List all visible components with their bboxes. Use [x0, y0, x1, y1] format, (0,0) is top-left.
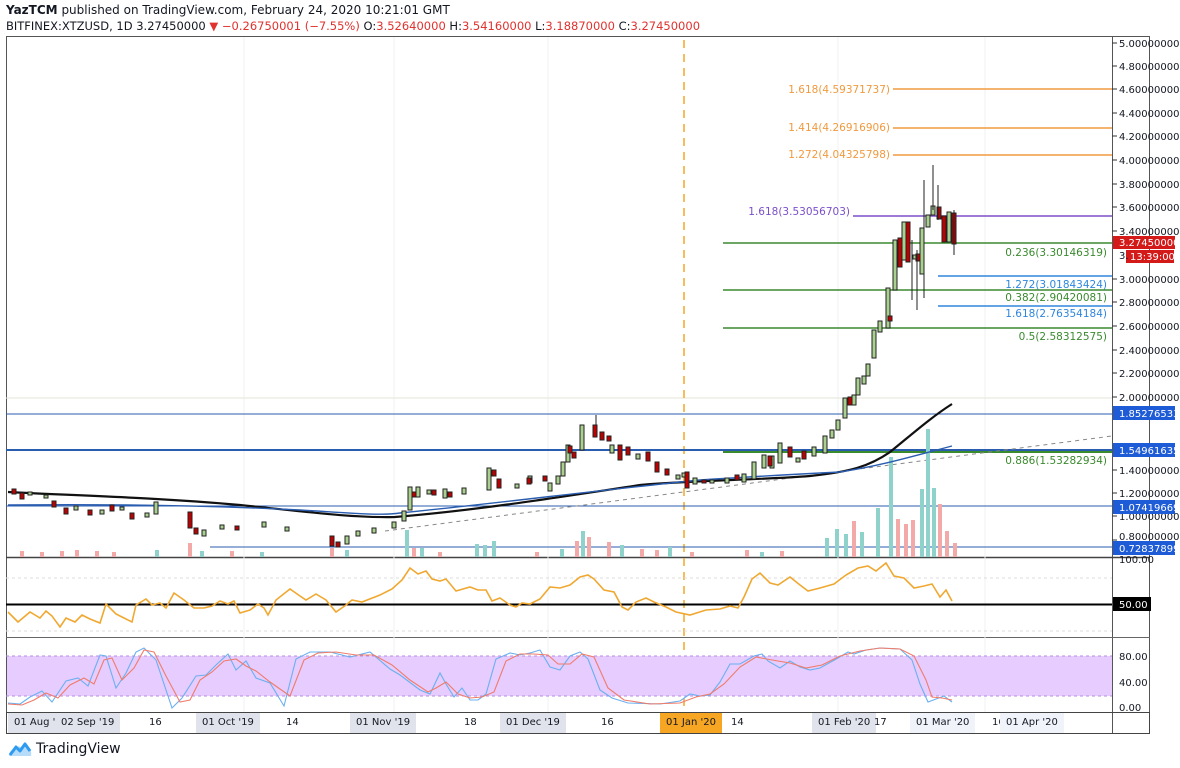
fib-extension-lines: [893, 88, 1112, 156]
blue-fib-1618-label: 1.618(2.76354184): [1005, 308, 1107, 320]
countdown-badge: [1126, 250, 1174, 263]
stoch-rsi-pane: 80.00 40.00 0.00: [6, 647, 1148, 714]
time-axis-label: 01 Mar '20: [910, 713, 976, 733]
price-tick: 4.20000000: [1119, 132, 1179, 143]
price-tick: 2.60000000: [1119, 322, 1179, 333]
level-badge-text: 0.72837899: [1119, 544, 1179, 555]
candlesticks: [11, 165, 957, 548]
price-tick: 4.00000000: [1119, 156, 1179, 167]
price-tick-partial: 3.: [1119, 251, 1129, 262]
rsi-pane: 100.00 50.00: [6, 555, 1154, 632]
price-tick: 1.00000000: [1119, 512, 1179, 523]
stoch-band: [7, 656, 1112, 696]
price-tick: 2.20000000: [1119, 369, 1179, 380]
blue-fib-1272-label: 1.272(3.01843424): [1005, 279, 1107, 291]
time-axis-label: 16: [601, 717, 614, 728]
close-value: 3.27450000: [630, 19, 701, 33]
blue-fib-lines: [938, 275, 1112, 307]
open-value: 3.52640000: [376, 19, 446, 33]
time-axis-label: 02 Sep '19: [55, 713, 121, 733]
price-tick: 0.80000000: [1119, 532, 1179, 543]
vertical-gridlines: [243, 37, 986, 712]
stoch-d-line: [7, 647, 953, 706]
fib-ext-1414-label: 1.414(4.26916906): [788, 122, 890, 134]
level-badge-text: 1.54961635: [1119, 446, 1179, 457]
fib-ext-1272-label: 1.272(4.04325798): [788, 149, 890, 161]
time-axis-label: 14: [731, 717, 744, 728]
time-axis-label: 14: [286, 717, 299, 728]
ma-black-line: [7, 403, 953, 519]
rsi-tick-100: 100.00: [1119, 555, 1154, 566]
publish-info: YazTCM published on TradingView.com, Feb…: [6, 3, 450, 17]
brand-name: TradingView: [36, 741, 121, 757]
time-axis-label: 01 Jan '20: [660, 713, 722, 733]
level-badge-text: 1.85276533: [1119, 409, 1179, 420]
price-tick: 5.00000000: [1119, 39, 1179, 50]
price-tick: 4.60000000: [1119, 85, 1179, 96]
high-label: H:: [449, 19, 462, 33]
level-badge: [1113, 406, 1175, 420]
rsi-line: [7, 561, 953, 629]
last-price-badge: [1113, 236, 1175, 249]
time-axis-label: 01 Oct '19: [196, 713, 260, 733]
time-axis-label: 01 Dec '19: [500, 713, 566, 733]
trendline: [384, 435, 1113, 532]
ma-blue-line: [7, 445, 953, 515]
time-axis-label: 18: [464, 717, 477, 728]
open-label: O:: [363, 19, 377, 33]
price-tick: 2.40000000: [1119, 346, 1179, 357]
stoch-tick-80: 80.00: [1119, 652, 1148, 663]
rsi-50-badge: [1113, 597, 1151, 611]
low-label: L:: [535, 19, 546, 33]
tradingview-cloud-icon: [8, 742, 32, 756]
stoch-tick-40: 40.00: [1119, 678, 1148, 689]
time-axis-label: 17: [874, 717, 887, 728]
level-badge: [1113, 541, 1175, 555]
price-tick: 4.80000000: [1119, 62, 1179, 73]
time-axis-label: 01 Apr '20: [1000, 713, 1064, 733]
fib-ext-1618-label: 1.618(4.59371737): [788, 84, 890, 96]
price-tick: 3.40000000: [1119, 227, 1179, 238]
price-tick: 1.20000000: [1119, 489, 1179, 500]
fib-ret-05-label: 0.5(2.58312575): [1019, 331, 1107, 343]
time-axis-label: 01 Nov '19: [350, 713, 417, 733]
change: ▼ −0.26750001 (−7.55%): [209, 19, 360, 33]
price-tick: 2.00000000: [1119, 393, 1179, 404]
level-badge: [1113, 500, 1175, 514]
last-price-badge-text: 3.27450000: [1119, 238, 1179, 249]
fib-ret-0236-label: 0.236(3.30146319): [1005, 247, 1107, 259]
price-tick: 3.60000000: [1119, 203, 1179, 214]
close-label: C:: [618, 19, 631, 33]
high-value: 3.54160000: [461, 19, 532, 33]
price-tick: 3.00000000: [1119, 275, 1179, 286]
fib-ret-0886-label: 0.886(1.53282934): [1005, 455, 1107, 467]
price-tick: 2.80000000: [1119, 298, 1179, 309]
tradingview-logo[interactable]: TradingView: [8, 741, 121, 757]
chart-frame: [6, 36, 1150, 713]
low-value: 3.18870000: [545, 19, 615, 33]
volume-bars: [20, 429, 957, 557]
price-tick: 4.40000000: [1119, 109, 1179, 120]
purple-fib-label: 1.618(3.53056703): [748, 206, 850, 218]
symbol: BITFINEX:XTZUSD, 1D: [6, 19, 133, 33]
price-axis: 5.00000000 4.80000000 4.60000000 4.40000…: [1112, 39, 1179, 543]
stoch-tick-0: 0.00: [1119, 703, 1141, 714]
time-axis-label: 16: [149, 717, 162, 728]
published-text: published on TradingView.com, February 2…: [61, 3, 450, 17]
countdown-text: 13:39:00: [1130, 252, 1175, 263]
time-axis-label: 01 Feb '20: [812, 713, 877, 733]
fib-ret-0382-label: 0.382(2.90420081): [1005, 292, 1107, 304]
symbol-legend: BITFINEX:XTZUSD, 1D 3.27450000 ▼ −0.2675…: [6, 19, 700, 33]
last-price: 3.27450000: [136, 19, 206, 33]
price-tick: 3.80000000: [1119, 180, 1179, 191]
author: YazTCM: [6, 3, 58, 17]
stoch-k-line: [7, 647, 953, 710]
time-axis-label: 16: [992, 717, 1005, 728]
level-badge: [1113, 443, 1175, 457]
level-badge-text: 1.07419669: [1119, 503, 1179, 514]
rsi-tick-50: 50.00: [1119, 600, 1148, 611]
price-tick: 1.40000000: [1119, 466, 1179, 477]
